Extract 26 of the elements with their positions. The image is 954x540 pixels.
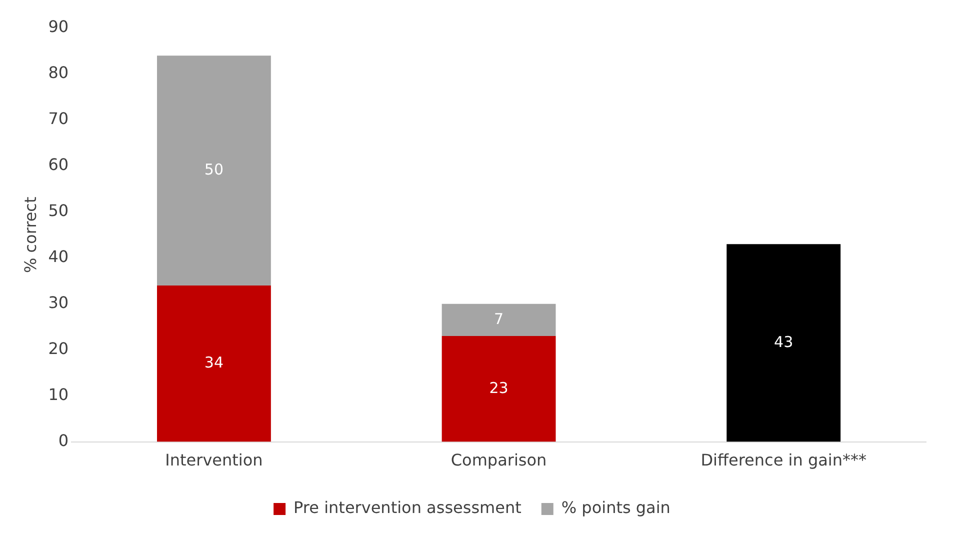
bar bbox=[157, 285, 271, 442]
y-tick-label: 70 bbox=[48, 109, 69, 128]
bar bbox=[442, 336, 556, 442]
data-label: 7 bbox=[494, 310, 504, 328]
data-label: 34 bbox=[204, 354, 224, 372]
x-tick-label: Comparison bbox=[450, 450, 547, 470]
x-tick-label: Difference in gain*** bbox=[700, 450, 866, 470]
data-label: 43 bbox=[774, 332, 794, 351]
legend-label: % points gain bbox=[561, 498, 670, 518]
bar bbox=[442, 304, 556, 336]
bar bbox=[726, 244, 841, 442]
bar bbox=[157, 56, 271, 286]
y-tick-label: 40 bbox=[48, 247, 69, 266]
y-axis-title: % correct bbox=[20, 196, 40, 274]
y-tick-label: 80 bbox=[48, 63, 69, 82]
y-tick-label: 60 bbox=[48, 155, 69, 174]
y-tick-label: 50 bbox=[48, 201, 69, 220]
y-tick-label: 0 bbox=[58, 430, 69, 450]
y-tick-label: 20 bbox=[48, 339, 69, 358]
x-tick-label: Intervention bbox=[165, 450, 263, 470]
y-tick-label: 90 bbox=[48, 17, 69, 36]
legend-label: Pre intervention assessment bbox=[294, 498, 522, 518]
y-tick-label: 10 bbox=[48, 384, 69, 404]
data-label: 50 bbox=[204, 160, 224, 178]
y-tick-label: 30 bbox=[48, 293, 69, 312]
data-label: 23 bbox=[489, 378, 508, 397]
